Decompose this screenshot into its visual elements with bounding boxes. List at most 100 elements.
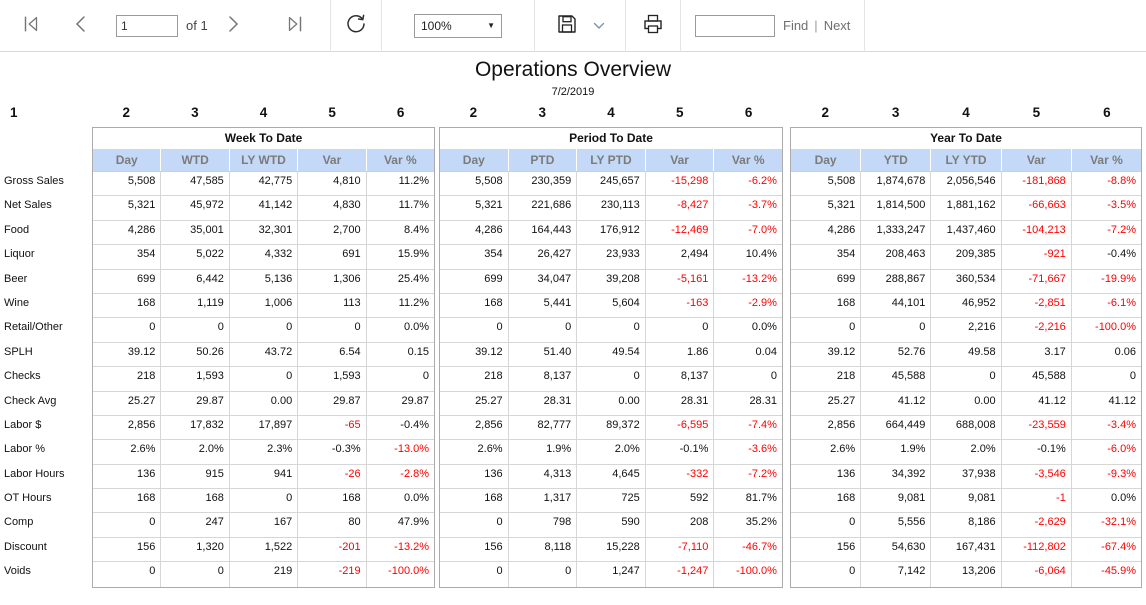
- table-row: 699 288,867 360,534 -71,667 -19.9%: [791, 269, 1141, 294]
- report-date: 7/2/2019: [551, 86, 595, 98]
- data-cell: -163: [646, 293, 715, 318]
- column-header: Var: [1001, 149, 1072, 171]
- data-cell: 0: [230, 367, 299, 391]
- data-cell: 113: [298, 293, 367, 318]
- data-cell: 218: [440, 367, 509, 391]
- table-row: 136 4,313 4,645 -332 -7.2%: [440, 464, 782, 490]
- find-next-link[interactable]: Next: [823, 18, 851, 33]
- data-cell: 168: [93, 489, 162, 513]
- data-cell: 699: [791, 269, 862, 293]
- data-cell: 0: [770, 370, 777, 383]
- page-count-label: of 1: [186, 18, 208, 33]
- data-cell: -100.0%: [388, 565, 430, 578]
- table-row: 156 54,630 167,431 -112,802 -67.4%: [791, 537, 1141, 563]
- table-row: 2,856 664,449 688,008 -23,559 -3.4%: [791, 415, 1141, 441]
- data-cell: 0: [161, 562, 230, 587]
- data-cell: 941: [230, 464, 299, 489]
- table-row: 4,286 164,443 176,912 -12,469 -7.0%: [440, 220, 782, 246]
- zoom-select[interactable]: 100% ▼: [414, 13, 502, 38]
- data-cell: 4,810: [298, 172, 367, 196]
- table-row: 25.27 28.31 0.00 28.31 28.31: [440, 391, 782, 416]
- last-page-button[interactable]: [284, 13, 306, 38]
- data-cell: -45.9%: [1101, 565, 1137, 578]
- data-cell: 699: [440, 269, 509, 293]
- data-cell: 0: [577, 318, 646, 342]
- row-label-column: 1 Gross Sales Net Sales Food Liquor Beer Wine…: [2, 103, 92, 588]
- column-number-row: 2 3 4 5 6: [790, 103, 1142, 127]
- data-cell: 2,856: [93, 415, 162, 440]
- toolbar-divider: [330, 0, 331, 52]
- first-page-button[interactable]: [20, 13, 42, 38]
- table-row: 168 168 0 168 0.0%: [93, 489, 434, 514]
- table-row: 5,508 1,874,678 2,056,546 -181,868 -8.8%: [791, 172, 1141, 197]
- data-cell: 156: [440, 537, 509, 562]
- data-cell: 1.9%: [861, 440, 932, 464]
- row-label: Beer: [4, 272, 28, 285]
- data-cell: 1,814,500: [861, 196, 932, 220]
- row-label: Liquor: [4, 248, 35, 261]
- report-tables: 2 3 4 5 6 Week To Date Day WTD LY WTD Var Var % 5,5…: [92, 103, 1142, 588]
- data-cell: 168: [161, 489, 230, 513]
- column-number: 2: [469, 105, 478, 120]
- column-header: Var %: [366, 149, 435, 171]
- data-cell: 29.87: [161, 391, 230, 415]
- data-cell: 29.87: [401, 394, 430, 407]
- page-number-input[interactable]: [116, 14, 178, 37]
- data-cell: -7,110: [646, 537, 715, 562]
- data-cell: -0.1%: [1002, 440, 1072, 464]
- data-cell: 1.86: [646, 342, 715, 367]
- data-cell: 168: [440, 293, 509, 318]
- data-cell: 221,686: [509, 196, 578, 220]
- data-cell: -2,629: [1002, 513, 1072, 537]
- data-cell: 4,286: [93, 220, 162, 245]
- data-cell: 81.7%: [745, 492, 777, 505]
- data-cell: 2,856: [440, 415, 509, 440]
- column-number-1: 1: [10, 105, 18, 120]
- table-row: 2.6% 1.9% 2.0% -0.1% -6.0%: [791, 440, 1141, 465]
- data-cell: -112,802: [1002, 537, 1072, 562]
- table-row: 2,856 17,832 17,897 -65 -0.4%: [93, 415, 434, 441]
- print-button[interactable]: [641, 12, 665, 39]
- find-link[interactable]: Find: [783, 18, 809, 33]
- data-cell: 688,008: [931, 415, 1002, 440]
- data-cell: -15,298: [646, 172, 715, 196]
- section-title: Period To Date: [569, 131, 653, 145]
- data-cell: 49.58: [931, 342, 1002, 367]
- table-row: 156 8,118 15,228 -7,110 -46.7%: [440, 537, 782, 563]
- refresh-icon: [344, 12, 368, 39]
- data-cell: 2.3%: [230, 440, 299, 464]
- data-cell: 9,081: [931, 489, 1002, 513]
- data-cell: 4,286: [791, 220, 862, 245]
- data-cell: 25.27: [93, 391, 162, 415]
- data-cell: -3,546: [1002, 464, 1072, 489]
- data-cell: 35.2%: [745, 516, 777, 529]
- column-number: 2: [821, 105, 829, 120]
- data-cell: 5,321: [93, 196, 162, 220]
- table-row: 0 5,556 8,186 -2,629 -32.1%: [791, 513, 1141, 538]
- data-cell: 6.54: [298, 342, 367, 367]
- column-number: 2: [122, 105, 131, 120]
- data-cell: -8.8%: [1107, 175, 1137, 187]
- data-cell: 0.00: [931, 391, 1002, 415]
- data-cell: -7.4%: [748, 418, 777, 431]
- data-cell: 0: [791, 562, 862, 587]
- save-export-button[interactable]: [555, 12, 605, 39]
- data-cell: 5,508: [440, 172, 509, 196]
- data-cell: -201: [298, 537, 367, 562]
- table-row: 168 1,119 1,006 113 11.2%: [93, 293, 434, 319]
- refresh-button[interactable]: [344, 12, 368, 39]
- table-row: 168 1,317 725 592 81.7%: [440, 489, 782, 514]
- data-cell: 245,657: [577, 172, 646, 196]
- data-cell: 592: [646, 489, 715, 513]
- next-page-button[interactable]: [224, 14, 242, 37]
- data-cell: 167,431: [931, 537, 1002, 562]
- data-cell: 2.6%: [93, 440, 162, 464]
- previous-page-button[interactable]: [72, 14, 90, 37]
- find-input[interactable]: [695, 14, 775, 37]
- data-cell: 52.76: [861, 342, 932, 367]
- data-cell: 39.12: [440, 342, 509, 367]
- data-cell: 6,442: [161, 269, 230, 293]
- data-cell: -46.7%: [742, 540, 777, 553]
- column-header: Var %: [1071, 149, 1142, 171]
- column-number: 3: [538, 105, 546, 120]
